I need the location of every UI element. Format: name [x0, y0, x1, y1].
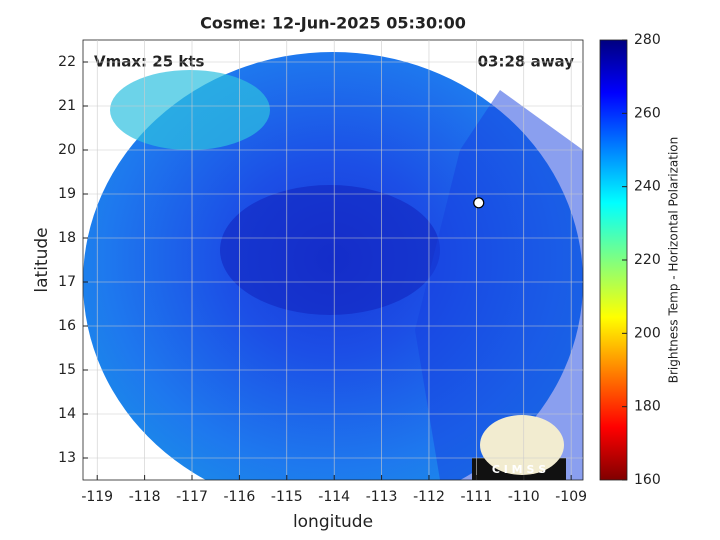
colorbar-tick-label: 200: [634, 325, 661, 341]
logo: C I M S S: [472, 415, 566, 480]
y-tick-label: 22: [58, 54, 76, 70]
x-tick-label: -110: [508, 489, 540, 505]
colorbar-label: Brightness Temp - Horizontal Polarizatio…: [667, 137, 681, 384]
colorbar-tick-label: 180: [634, 399, 661, 415]
x-tick-label: -112: [413, 489, 445, 505]
x-tick-label: -118: [129, 489, 161, 505]
imagery: [83, 52, 583, 480]
y-tick-label: 17: [58, 274, 76, 290]
x-tick-label: -115: [271, 489, 303, 505]
x-tick-label: -114: [318, 489, 350, 505]
annotation: 03:28 away: [478, 53, 575, 71]
y-tick-label: 18: [58, 230, 76, 246]
swath-strip: [415, 90, 583, 480]
y-tick-label: 13: [58, 450, 76, 466]
y-tick-label: 14: [58, 406, 76, 422]
x-tick-label: -109: [555, 489, 587, 505]
x-tick-label: -117: [176, 489, 208, 505]
colorbar-tick-label: 280: [634, 32, 661, 48]
colorbar-tick-label: 220: [634, 252, 661, 268]
y-axis-label: latitude: [32, 227, 52, 292]
storm-center: [473, 197, 485, 209]
colorbar-tick-label: 160: [634, 472, 661, 488]
y-tick-label: 21: [58, 98, 76, 114]
y-tick-label: 20: [58, 142, 76, 158]
y-tick-label: 19: [58, 186, 76, 202]
swath-edge: [110, 70, 270, 150]
plot-frame: [82, 39, 584, 481]
y-tick-label: 16: [58, 318, 76, 334]
chart-title: Cosme: 12-Jun-2025 05:30:00: [200, 14, 466, 33]
x-tick-label: -119: [81, 489, 113, 505]
x-tick-label: -111: [460, 489, 492, 505]
annotation: Vmax: 25 kts: [94, 53, 204, 71]
logo-text: C I M S S: [492, 463, 546, 476]
colorbar-tick-label: 260: [634, 105, 661, 121]
x-tick-label: -113: [366, 489, 398, 505]
logo-disc: [480, 415, 564, 475]
x-tick-label: -116: [224, 489, 256, 505]
colorbar-tick-label: 240: [634, 179, 661, 195]
x-axis-label: longitude: [293, 512, 373, 532]
swath-core: [220, 185, 440, 315]
y-tick-label: 15: [58, 362, 76, 378]
